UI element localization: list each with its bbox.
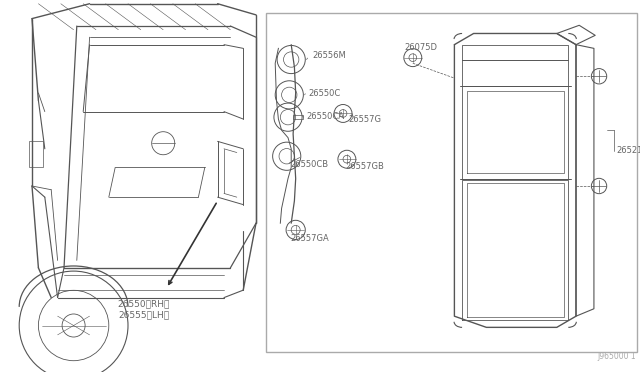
Bar <box>266 13 637 352</box>
Text: 26556M: 26556M <box>312 51 346 60</box>
Text: 26557GB: 26557GB <box>346 162 385 171</box>
Text: 26075D: 26075D <box>404 43 438 52</box>
Text: 26550C: 26550C <box>308 89 340 98</box>
Text: J965000 1: J965000 1 <box>597 352 636 361</box>
Text: 26557G: 26557G <box>349 115 382 124</box>
Text: 26550CB: 26550CB <box>290 160 328 169</box>
Bar <box>293 115 303 119</box>
Bar <box>29 141 43 167</box>
Text: 26550CA: 26550CA <box>306 112 344 121</box>
Text: 26521A: 26521A <box>616 146 640 155</box>
Text: 26550〈RH〉
26555〈LH〉: 26550〈RH〉 26555〈LH〉 <box>117 299 170 319</box>
Text: 26557GA: 26557GA <box>291 234 330 243</box>
